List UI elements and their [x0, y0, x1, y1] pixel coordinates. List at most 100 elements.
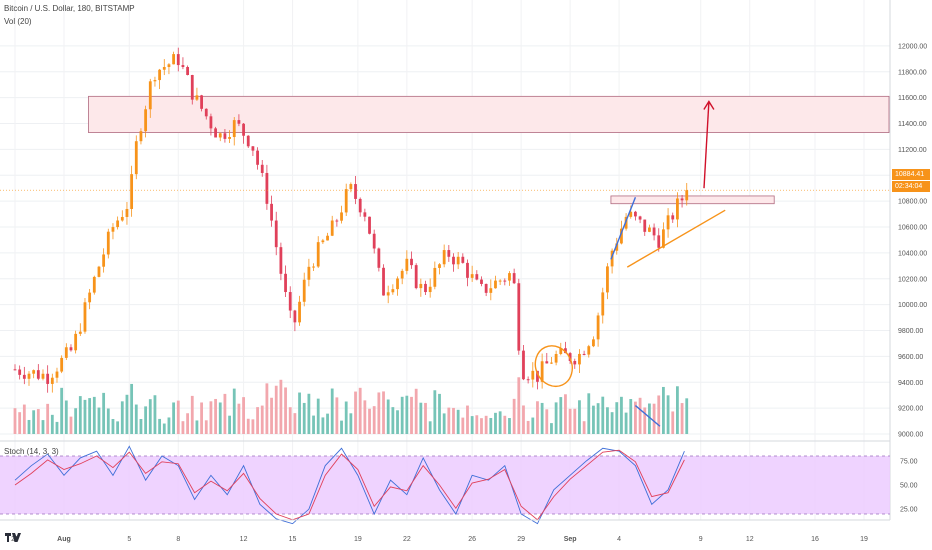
candle-body[interactable]	[242, 123, 245, 136]
candle-body[interactable]	[508, 273, 511, 281]
candle-body[interactable]	[358, 198, 362, 213]
candle-body[interactable]	[559, 348, 563, 355]
candle-body[interactable]	[456, 256, 460, 265]
candle-body[interactable]	[494, 280, 497, 289]
candle-body[interactable]	[596, 315, 600, 340]
symbol-title[interactable]: Bitcoin / U.S. Dollar, 180, BITSTAMP	[4, 4, 135, 13]
candle-body[interactable]	[363, 212, 367, 217]
candle-body[interactable]	[671, 215, 675, 220]
candle-body[interactable]	[274, 220, 278, 248]
candle-body[interactable]	[396, 278, 399, 290]
candle-body[interactable]	[340, 212, 343, 221]
candle-body[interactable]	[382, 267, 385, 296]
candle-body[interactable]	[55, 371, 59, 378]
candle-body[interactable]	[484, 283, 488, 293]
candle-body[interactable]	[162, 66, 166, 70]
candle-body[interactable]	[354, 184, 357, 199]
candle-body[interactable]	[685, 190, 689, 201]
candle-body[interactable]	[503, 280, 507, 282]
candle-body[interactable]	[410, 258, 413, 266]
candle-body[interactable]	[74, 333, 78, 351]
candle-body[interactable]	[190, 75, 194, 100]
candle-body[interactable]	[186, 66, 189, 76]
candle-body[interactable]	[64, 347, 68, 358]
candle-body[interactable]	[139, 131, 143, 142]
candle-body[interactable]	[97, 266, 101, 277]
candle-body[interactable]	[610, 250, 614, 267]
candle-body[interactable]	[321, 240, 325, 243]
candle-body[interactable]	[78, 331, 82, 334]
candle-body[interactable]	[223, 133, 227, 139]
candle-body[interactable]	[232, 120, 236, 138]
candle-body[interactable]	[50, 377, 54, 384]
candle-body[interactable]	[13, 369, 17, 371]
candle-body[interactable]	[578, 353, 581, 365]
candle-body[interactable]	[172, 54, 176, 65]
candle-body[interactable]	[680, 198, 684, 201]
candle-body[interactable]	[531, 370, 535, 380]
candle-body[interactable]	[288, 292, 292, 311]
candle-body[interactable]	[601, 292, 605, 316]
candle-body[interactable]	[27, 373, 31, 379]
candle-body[interactable]	[256, 150, 259, 165]
candle-body[interactable]	[470, 274, 474, 278]
candle-body[interactable]	[489, 288, 493, 293]
candle-body[interactable]	[144, 109, 148, 132]
candle-body[interactable]	[349, 184, 353, 190]
candle-body[interactable]	[209, 116, 213, 129]
candle-body[interactable]	[316, 242, 320, 267]
candle-body[interactable]	[554, 354, 558, 363]
candle-body[interactable]	[284, 273, 287, 293]
candle-body[interactable]	[550, 362, 553, 364]
candle-body[interactable]	[652, 227, 656, 236]
time-axis[interactable]: 29Aug58121519222629Sep49121619	[0, 519, 890, 543]
candle-body[interactable]	[480, 279, 483, 284]
candle-body[interactable]	[200, 95, 203, 109]
candlestick-series[interactable]	[13, 47, 689, 393]
candle-body[interactable]	[246, 135, 250, 147]
candle-body[interactable]	[195, 95, 199, 100]
candle-body[interactable]	[176, 54, 180, 66]
candle-body[interactable]	[620, 228, 623, 244]
candle-body[interactable]	[134, 141, 138, 175]
candle-body[interactable]	[526, 379, 530, 381]
candle-body[interactable]	[517, 283, 521, 351]
candle-body[interactable]	[475, 274, 479, 280]
candle-body[interactable]	[153, 80, 157, 82]
candle-body[interactable]	[88, 292, 92, 303]
candle-body[interactable]	[116, 220, 120, 228]
candle-body[interactable]	[120, 216, 124, 221]
candle-body[interactable]	[405, 258, 409, 271]
candle-body[interactable]	[657, 235, 661, 248]
candle-body[interactable]	[344, 189, 348, 213]
candle-body[interactable]	[466, 262, 469, 278]
candle-body[interactable]	[270, 203, 273, 221]
candle-body[interactable]	[564, 348, 567, 354]
candle-body[interactable]	[237, 120, 241, 124]
candle-body[interactable]	[204, 108, 208, 117]
candle-body[interactable]	[125, 208, 129, 217]
candle-body[interactable]	[102, 254, 106, 267]
candle-body[interactable]	[83, 302, 87, 332]
stoch-indicator-label[interactable]: Stoch (14, 3, 3)	[4, 447, 59, 456]
candle-body[interactable]	[302, 279, 306, 302]
candle-body[interactable]	[18, 369, 22, 375]
candle-body[interactable]	[130, 174, 134, 209]
candle-body[interactable]	[307, 266, 311, 280]
candle-body[interactable]	[22, 374, 26, 379]
candle-body[interactable]	[428, 286, 432, 293]
candle-body[interactable]	[60, 357, 64, 372]
candle-body[interactable]	[41, 373, 45, 379]
candle-body[interactable]	[298, 301, 301, 323]
candle-body[interactable]	[330, 220, 334, 236]
candle-body[interactable]	[606, 266, 609, 293]
candle-body[interactable]	[498, 280, 502, 282]
candle-body[interactable]	[265, 172, 269, 204]
candle-body[interactable]	[400, 270, 404, 279]
candle-body[interactable]	[46, 373, 50, 384]
candle-body[interactable]	[260, 164, 264, 173]
candle-body[interactable]	[69, 347, 73, 351]
candle-body[interactable]	[447, 250, 451, 257]
candle-body[interactable]	[372, 233, 376, 249]
candle-body[interactable]	[634, 211, 637, 217]
